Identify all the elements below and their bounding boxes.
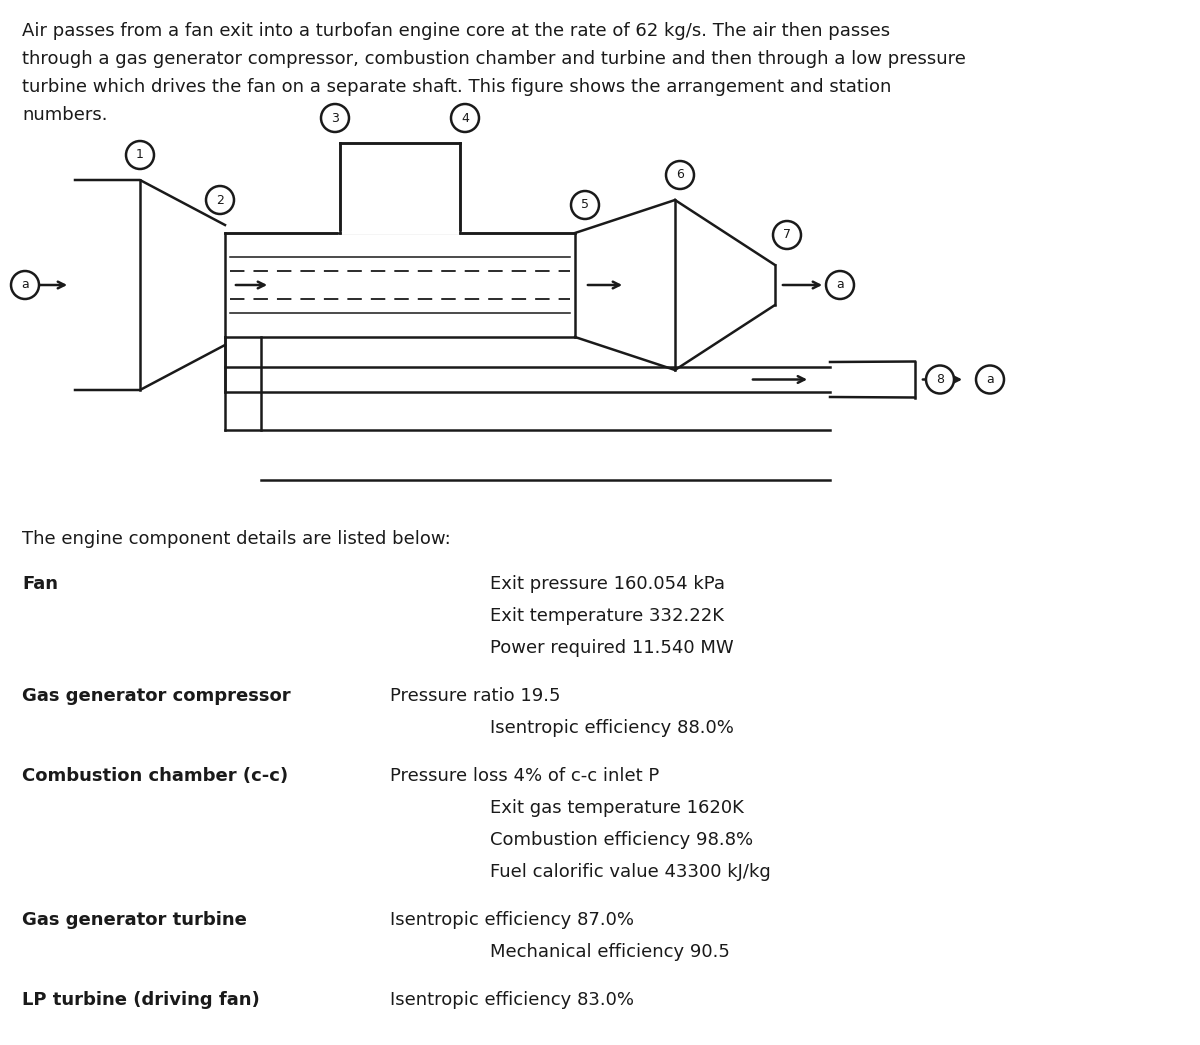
Text: LP turbine (driving fan): LP turbine (driving fan) (22, 991, 259, 1009)
Text: a: a (22, 279, 29, 292)
Text: The engine component details are listed below:: The engine component details are listed … (22, 530, 451, 548)
Text: Exit pressure 160.054 kPa: Exit pressure 160.054 kPa (490, 575, 725, 593)
Text: Isentropic efficiency 88.0%: Isentropic efficiency 88.0% (490, 719, 734, 737)
Text: Exit temperature 332.22K: Exit temperature 332.22K (490, 607, 724, 625)
Text: Fuel calorific value 43300 kJ/kg: Fuel calorific value 43300 kJ/kg (490, 863, 770, 881)
Text: Power required 11.540 MW: Power required 11.540 MW (490, 638, 733, 657)
Text: Combustion efficiency 98.8%: Combustion efficiency 98.8% (490, 831, 754, 849)
Text: Combustion chamber (c-c): Combustion chamber (c-c) (22, 767, 288, 785)
Circle shape (773, 220, 802, 249)
Text: Isentropic efficiency 83.0%: Isentropic efficiency 83.0% (390, 991, 634, 1009)
Text: Gas generator compressor: Gas generator compressor (22, 687, 290, 705)
Text: 7: 7 (784, 229, 791, 241)
Text: Exit gas temperature 1620K: Exit gas temperature 1620K (490, 799, 744, 817)
Text: 6: 6 (676, 168, 684, 182)
Text: Mechanical efficiency 90.5: Mechanical efficiency 90.5 (490, 943, 730, 961)
Circle shape (826, 271, 854, 299)
Circle shape (926, 366, 954, 394)
Text: Air passes from a fan exit into a turbofan engine core at the rate of 62 kg/s. T: Air passes from a fan exit into a turbof… (22, 22, 890, 40)
Circle shape (666, 161, 694, 189)
Text: Fan: Fan (22, 575, 58, 593)
Circle shape (571, 191, 599, 219)
Circle shape (322, 104, 349, 132)
Text: 4: 4 (461, 112, 469, 124)
Circle shape (126, 141, 154, 169)
Circle shape (976, 366, 1004, 394)
Text: Pressure ratio 19.5: Pressure ratio 19.5 (390, 687, 560, 705)
Text: turbine which drives the fan on a separate shaft. This figure shows the arrangem: turbine which drives the fan on a separa… (22, 78, 892, 96)
Text: 3: 3 (331, 112, 338, 124)
Text: through a gas generator compressor, combustion chamber and turbine and then thro: through a gas generator compressor, comb… (22, 50, 966, 68)
Circle shape (206, 186, 234, 214)
Text: Pressure loss 4% of c-c inlet P: Pressure loss 4% of c-c inlet P (390, 767, 659, 785)
Circle shape (11, 271, 38, 299)
Text: Gas generator turbine: Gas generator turbine (22, 911, 247, 929)
Text: 5: 5 (581, 199, 589, 211)
Text: numbers.: numbers. (22, 106, 108, 124)
Text: 2: 2 (216, 193, 224, 207)
Text: 1: 1 (136, 148, 144, 162)
Text: Isentropic efficiency 87.0%: Isentropic efficiency 87.0% (390, 911, 634, 929)
Circle shape (451, 104, 479, 132)
Text: a: a (986, 373, 994, 386)
Text: 8: 8 (936, 373, 944, 386)
Text: a: a (836, 279, 844, 292)
